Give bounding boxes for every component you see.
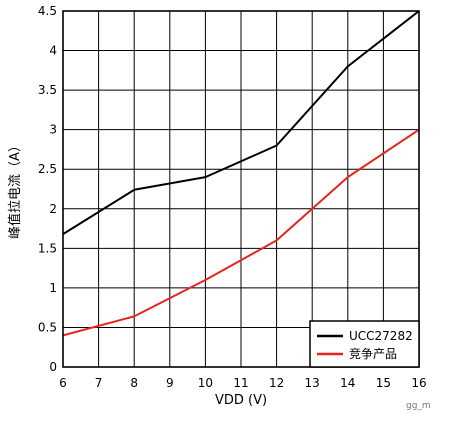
- gridlines: [62, 10, 420, 368]
- x-tick-label: 15: [376, 376, 391, 390]
- y-tick-label: 4.5: [38, 4, 57, 18]
- y-axis-label: 峰值拉电流（A）: [7, 139, 23, 239]
- x-tick-label: 14: [340, 376, 355, 390]
- x-tick-label: 13: [305, 376, 320, 390]
- legend-label-0: UCC27282: [349, 329, 413, 343]
- y-tick-label: 3.5: [38, 83, 57, 97]
- x-tick-label: 11: [233, 376, 248, 390]
- x-tick-label: 12: [269, 376, 284, 390]
- y-tick-label: 1: [49, 281, 57, 295]
- legend-items: UCC27282 竞争产品: [317, 329, 413, 361]
- series-lines: [62, 10, 420, 337]
- x-tick-label: 7: [95, 376, 103, 390]
- x-tick-label: 10: [198, 376, 213, 390]
- legend-label-1: 竞争产品: [349, 347, 397, 361]
- y-tick-label: 2.5: [38, 162, 57, 176]
- plot-frame: [62, 10, 420, 368]
- series-line-0: [62, 10, 420, 235]
- series-line-1: [62, 128, 420, 337]
- y-tick-label: 4: [49, 44, 57, 58]
- x-tick-label: 16: [411, 376, 426, 390]
- x-tick-label: 9: [166, 376, 174, 390]
- y-tick-label: 2: [49, 202, 57, 216]
- x-axis-label: VDD (V): [215, 393, 267, 408]
- x-tick-label: 8: [130, 376, 138, 390]
- y-tick-label: 0.5: [38, 320, 57, 334]
- footnote-label: gg_m: [406, 401, 431, 411]
- y-tick-label: 1.5: [38, 241, 57, 255]
- x-tick-label: 6: [59, 376, 67, 390]
- y-tick-label: 0: [49, 360, 57, 374]
- legend: UCC27282 竞争产品: [309, 320, 420, 368]
- tick-labels: 6 7 8 9 10 11 12 13 14 15 16 0 0.5 1 1.5 2 2.5 3 3.5 4 4.5: [38, 4, 427, 390]
- y-tick-label: 3: [49, 123, 57, 137]
- legend-box: [309, 320, 420, 368]
